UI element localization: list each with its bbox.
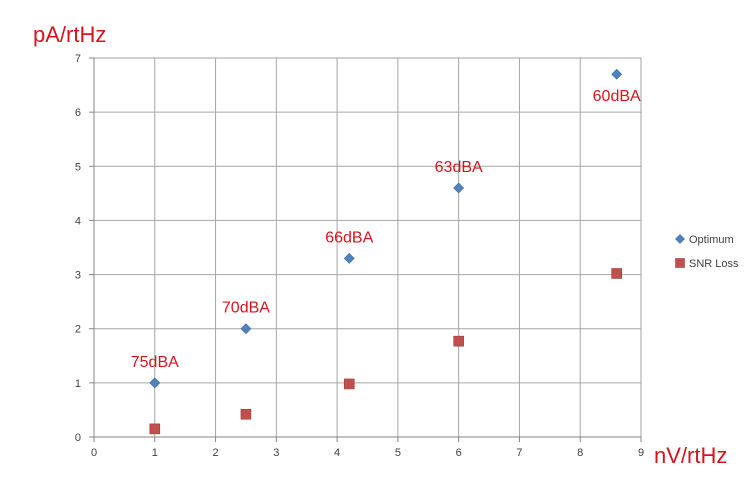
x-tick-label: 0 bbox=[91, 447, 97, 459]
legend-marker-snr-loss bbox=[675, 258, 685, 268]
x-tick-label: 9 bbox=[638, 447, 644, 459]
x-tick-label: 5 bbox=[395, 447, 401, 459]
snr-loss-point bbox=[453, 335, 464, 347]
point-annotation: 66dBA bbox=[325, 229, 373, 246]
optimum-point bbox=[453, 182, 465, 194]
optimum-point bbox=[149, 377, 161, 389]
snr-loss-point bbox=[149, 423, 161, 435]
y-tick-label: 6 bbox=[75, 107, 81, 119]
snr-loss-point bbox=[343, 378, 355, 390]
x-tick-label: 3 bbox=[273, 447, 279, 459]
data-series bbox=[149, 68, 623, 435]
point-annotation: 63dBA bbox=[435, 159, 483, 176]
optimum-point bbox=[240, 323, 252, 335]
y-tick-label: 3 bbox=[75, 270, 81, 282]
point-annotation: 60dBA bbox=[593, 88, 641, 105]
x-tick-label: 1 bbox=[152, 447, 158, 459]
annotations: 75dBA 70dBA 66dBA 63dBA 60dBA bbox=[131, 88, 641, 371]
y-tick-label: 7 bbox=[75, 53, 81, 65]
x-tick-label: 2 bbox=[212, 447, 218, 459]
x-axis-title: nV/rtHz bbox=[654, 443, 727, 468]
plot-area-border bbox=[93, 57, 642, 438]
x-tick-label: 8 bbox=[577, 447, 583, 459]
snr-loss-point bbox=[611, 268, 622, 279]
x-tick-label: 6 bbox=[456, 447, 462, 459]
x-tick-label: 4 bbox=[334, 447, 340, 459]
y-tick-label: 5 bbox=[75, 161, 81, 173]
y-tick-label: 4 bbox=[75, 215, 81, 227]
legend-label-optimum: Optimum bbox=[689, 234, 734, 246]
point-annotation: 75dBA bbox=[131, 354, 179, 371]
legend-label-snr-loss: SNR Loss bbox=[689, 258, 739, 270]
point-annotation: 70dBA bbox=[222, 300, 270, 317]
axes bbox=[89, 57, 642, 442]
grid bbox=[93, 57, 642, 438]
y-axis-title: pA/rtHz bbox=[33, 22, 106, 47]
legend-marker-optimum bbox=[675, 234, 685, 244]
y-tick-label: 2 bbox=[75, 324, 81, 336]
optimum-point bbox=[343, 252, 355, 264]
legend: Optimum SNR Loss bbox=[675, 234, 739, 270]
y-tick-label: 1 bbox=[75, 378, 81, 390]
y-tick-label: 0 bbox=[75, 432, 81, 444]
x-tick-label: 7 bbox=[516, 447, 522, 459]
tick-labels: 0 1 2 3 4 5 6 7 8 9 0 1 2 3 4 5 6 7 bbox=[75, 53, 644, 459]
snr-loss-point bbox=[240, 408, 252, 420]
optimum-point bbox=[611, 68, 623, 80]
